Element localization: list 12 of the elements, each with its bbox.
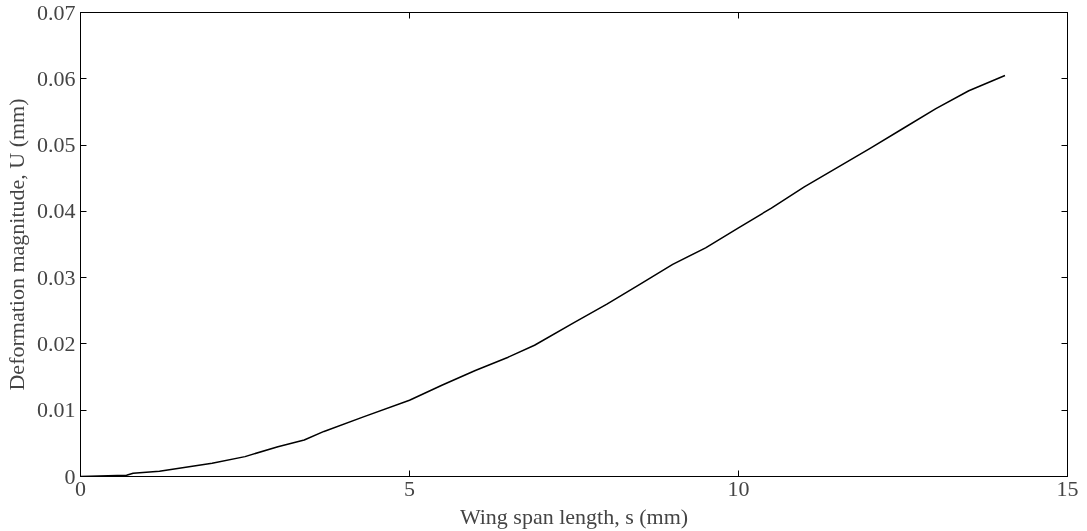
y-tick-label: 0.03 (37, 264, 76, 290)
y-tick-label: 0.01 (37, 397, 76, 423)
x-tick-label: 15 (1056, 475, 1079, 501)
y-axis-title: Deformation magnitude, U (mm) (4, 98, 29, 391)
y-tick-label: 0.02 (37, 330, 76, 356)
y-tick-label: 0.04 (37, 198, 76, 224)
y-tick-label: 0.05 (37, 132, 76, 158)
y-tick-label: 0.07 (37, 0, 76, 25)
x-tick-label: 5 (404, 475, 415, 501)
x-tick-label: 10 (727, 475, 750, 501)
y-tick-label: 0.06 (37, 65, 76, 91)
x-axis-title: Wing span length, s (mm) (459, 503, 689, 529)
